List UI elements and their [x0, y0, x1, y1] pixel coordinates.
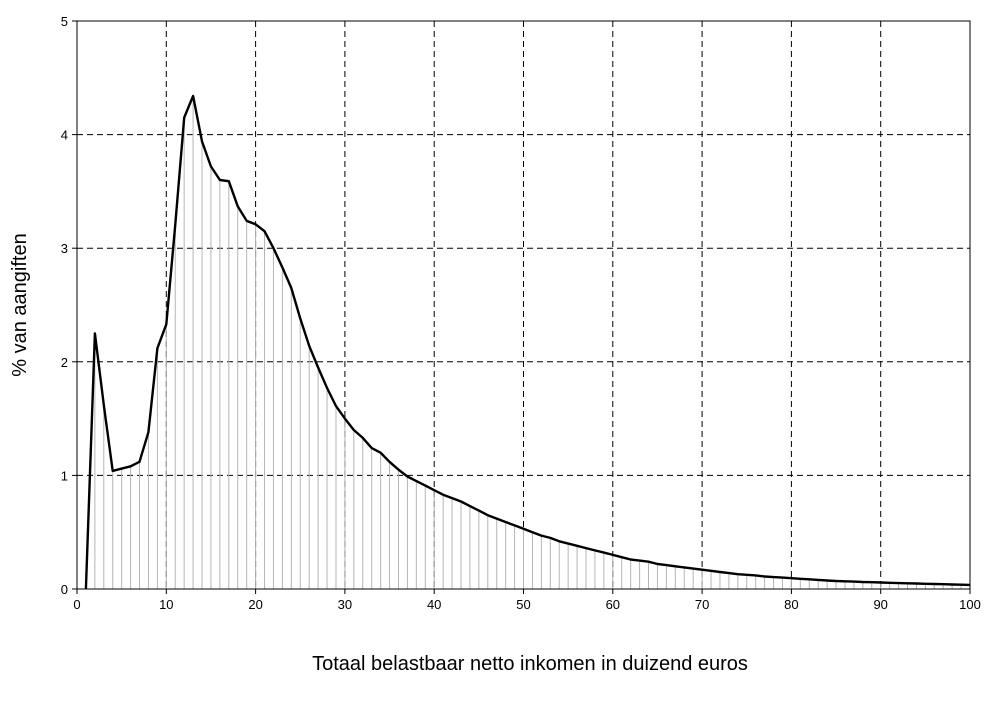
x-tick-label: 100	[959, 597, 981, 612]
y-tick-label: 2	[61, 355, 68, 370]
x-tick-label: 20	[248, 597, 262, 612]
y-tick-labels: 0 1 2 3 4 5	[61, 14, 68, 597]
y-tick-label: 4	[61, 128, 68, 143]
y-tick-label: 5	[61, 14, 68, 29]
y-tick-label: 3	[61, 241, 68, 256]
x-tick-label: 60	[606, 597, 620, 612]
series-layer	[84, 94, 971, 590]
grid-lines	[77, 21, 970, 589]
axes	[72, 20, 971, 594]
series-line	[84, 94, 971, 590]
x-tick-labels: 0 10 20 30 40 50 60 70 80 90 100	[73, 597, 980, 612]
y-axis-title: % van aangiften	[9, 233, 31, 376]
x-tick-label: 10	[159, 597, 173, 612]
y-tick-label: 0	[61, 582, 68, 597]
x-tick-label: 70	[695, 597, 709, 612]
x-tick-label: 40	[427, 597, 441, 612]
y-tick-label: 1	[61, 468, 68, 483]
drop-lines	[94, 95, 971, 589]
x-tick-label: 80	[784, 597, 798, 612]
x-axis-title: Totaal belastbaar netto inkomen in duize…	[312, 653, 748, 675]
x-tick-label: 30	[338, 597, 352, 612]
x-tick-label: 90	[873, 597, 887, 612]
x-tick-label: 0	[73, 597, 80, 612]
x-tick-label: 50	[516, 597, 530, 612]
